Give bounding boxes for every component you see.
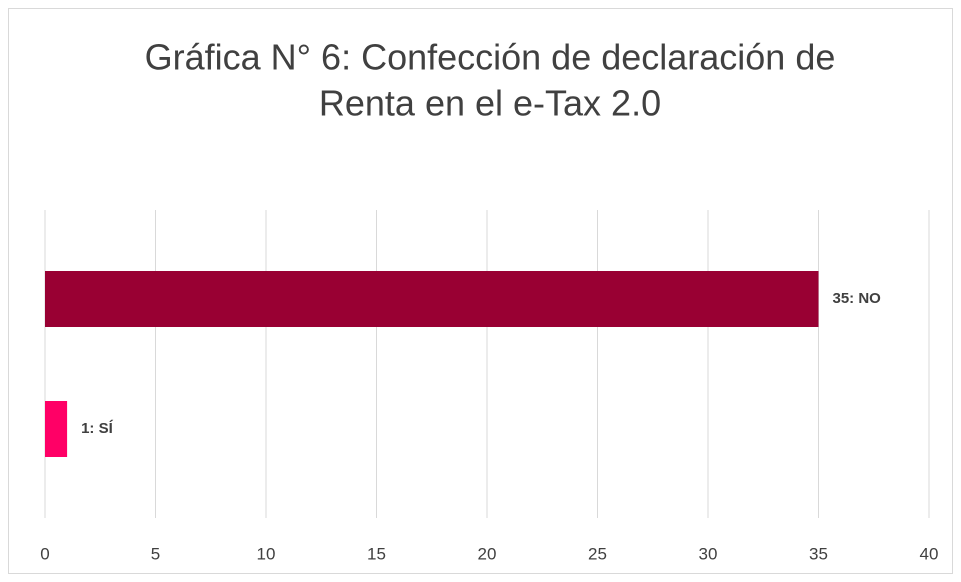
chart-title: Renta en el e-Tax 2.0 [319, 83, 661, 124]
data-label: 35: NO [833, 290, 882, 307]
x-tick-label: 25 [588, 544, 607, 563]
chart-title: Gráfica N° 6: Confección de declaración … [145, 37, 836, 78]
x-tick-label: 30 [699, 544, 718, 563]
x-tick-label: 40 [920, 544, 939, 563]
x-tick-label: 15 [367, 544, 386, 563]
bar [45, 271, 819, 327]
x-tick-label: 10 [257, 544, 276, 563]
bar [45, 401, 68, 457]
x-tick-label: 20 [478, 544, 497, 563]
data-label: 1: SÍ [81, 420, 114, 437]
x-tick-label: 35 [809, 544, 828, 563]
x-tick-label: 0 [40, 544, 49, 563]
x-tick-label: 5 [151, 544, 160, 563]
